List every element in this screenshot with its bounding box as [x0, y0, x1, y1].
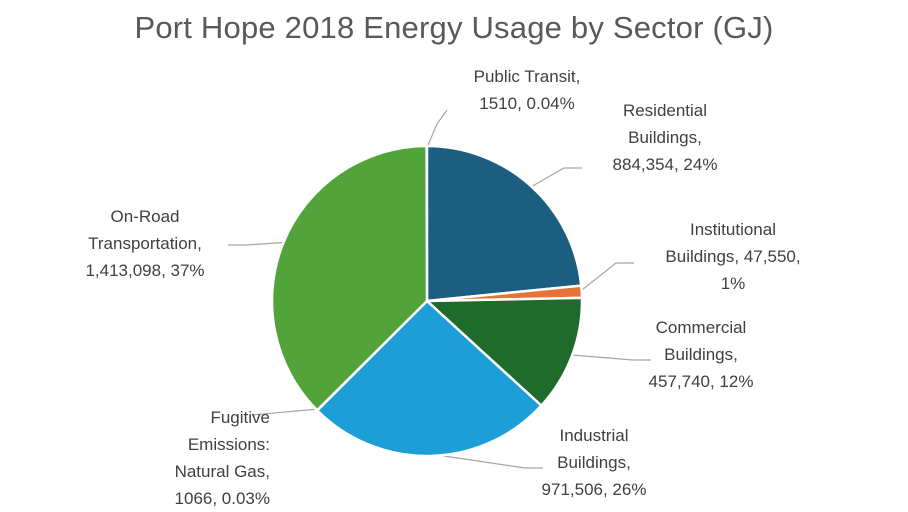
pie-slice-commercial-buildings: [425, 296, 584, 407]
slice-label-on-road-transportation: On-Road Transportation, 1,413,098, 37%: [85, 207, 205, 280]
leader-lines: [228, 109, 651, 469]
pie-slice-residential-buildings: [425, 144, 583, 303]
pie-slices: [270, 144, 584, 458]
leader-line-industrial-buildings: [430, 453, 543, 469]
leader-line-public-transit: [426, 109, 448, 149]
leader-line-fugitive-emissions-natural-gas: [251, 408, 319, 416]
slice-label-commercial: Commercial Buildings, 457,740, 12%: [648, 318, 754, 391]
slice-label-public-transit: Public Transit, 1510, 0.04%: [473, 67, 581, 113]
slice-label-fugitive-emissions: Fugitive Emissions: Natural Gas, 1066, 0…: [174, 408, 270, 508]
pie-slice-industrial-buildings: [316, 299, 543, 458]
leader-line-on-road-transportation: [228, 241, 286, 246]
leader-line-institutional-buildings: [579, 262, 634, 293]
pie-slice-on-road-transportation: [270, 144, 429, 412]
leader-line-residential-buildings: [529, 167, 582, 189]
slice-label-institutional: Institutional Buildings, 47,550, 1%: [665, 220, 801, 293]
slice-label-residential: Residential Buildings, 884,354, 24%: [612, 101, 718, 174]
slice-label-industrial: Industrial Buildings, 971,506, 26%: [541, 426, 647, 499]
chart-title: Port Hope 2018 Energy Usage by Sector (G…: [134, 10, 774, 45]
leader-line-commercial-buildings: [570, 354, 651, 361]
